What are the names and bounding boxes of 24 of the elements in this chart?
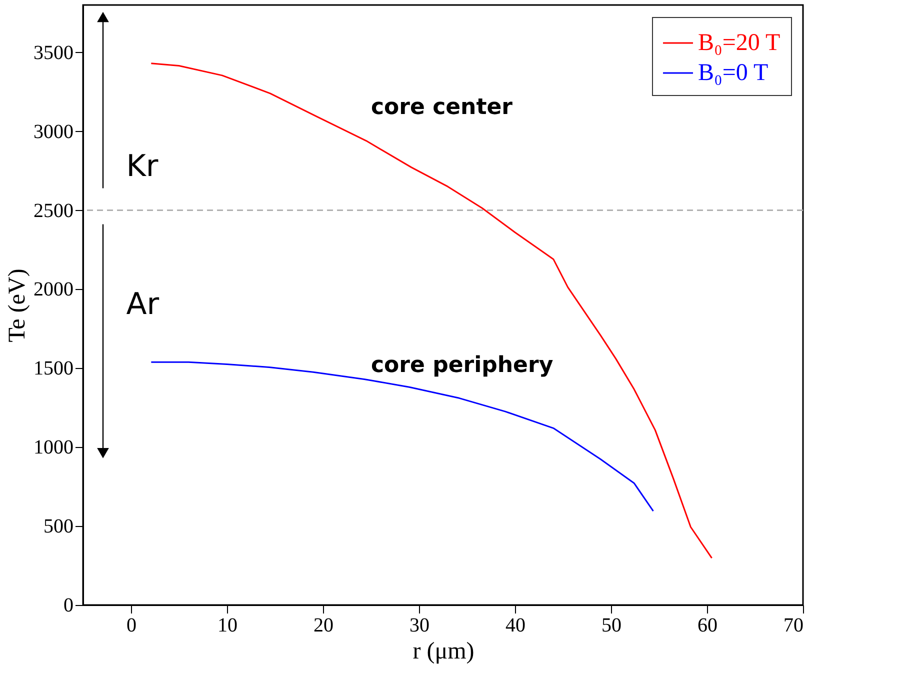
x-tick-label: 60 xyxy=(698,614,718,636)
annotation: Ar xyxy=(126,287,160,322)
x-tick-label: 20 xyxy=(314,614,334,636)
x-tick-label: 10 xyxy=(218,614,238,636)
legend-label: B₀=20 T xyxy=(698,30,780,56)
y-tick-label: 2500 xyxy=(34,200,74,222)
legend-label: B₀=0 T xyxy=(698,60,768,86)
x-tick-label: 30 xyxy=(410,614,430,636)
y-tick-label: 0 xyxy=(64,594,74,616)
y-tick-label: 3500 xyxy=(34,42,74,64)
x-tick-label: 50 xyxy=(602,614,622,636)
annotation: core center xyxy=(371,95,513,120)
annotation: core periphery xyxy=(371,353,554,378)
y-tick-label: 500 xyxy=(44,516,74,538)
y-tick-label: 1000 xyxy=(34,436,74,459)
x-axis-title: r (μm) xyxy=(412,638,474,664)
x-tick-label: 40 xyxy=(506,614,526,636)
y-tick-label: 1500 xyxy=(34,358,74,380)
x-tick-label: 70 xyxy=(784,614,804,636)
y-axis-title: Te (eV) xyxy=(4,268,30,342)
y-tick-label: 3000 xyxy=(34,120,74,143)
annotation: Kr xyxy=(126,149,159,184)
x-tick-label: 0 xyxy=(126,614,136,636)
y-tick-label: 2000 xyxy=(34,278,74,301)
